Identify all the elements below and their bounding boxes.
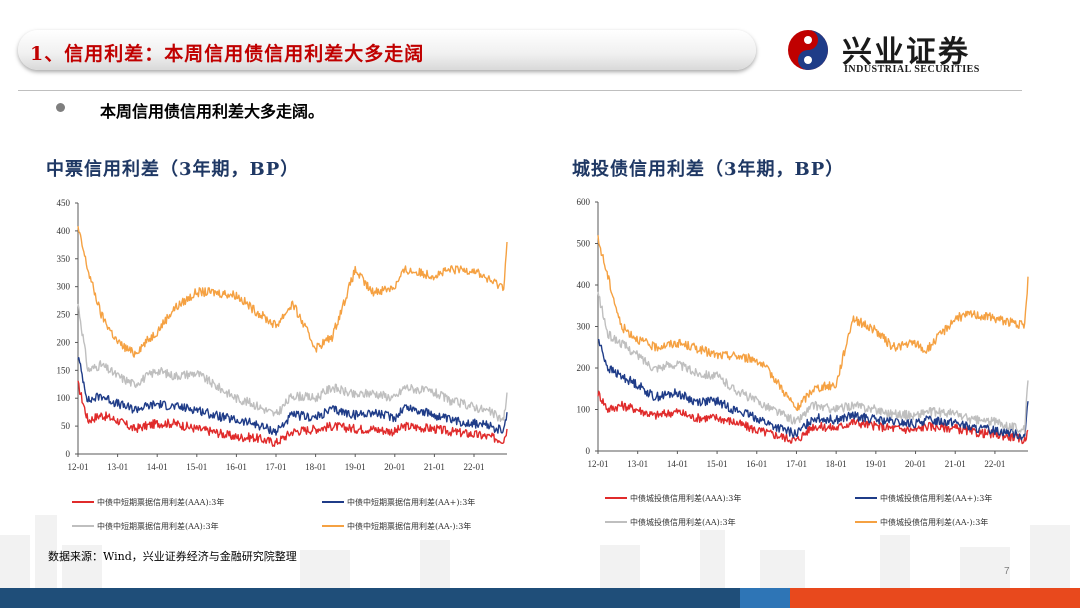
chart-1-legend-label-1: 中债中短期票据信用利差(AAA):3年	[97, 497, 224, 507]
chart-1-x-tick-label: 13-01	[107, 462, 128, 472]
chart-2-series-2-line	[597, 339, 1029, 441]
chart-2-x-tick-label: 15-01	[707, 459, 728, 469]
chart-2-series-3-line	[597, 291, 1029, 434]
chart-1-legend-label-2: 中债中短期票据信用利差(AA+):3年	[347, 497, 475, 507]
chart-2-x-tick-label: 17-01	[786, 459, 807, 469]
chart-1-x-tick-label: 19-01	[345, 462, 366, 472]
chart-2-legend-label-1: 中债城投债信用利差(AAA):3年	[630, 493, 741, 503]
chart-1-x-tick-label: 12-01	[68, 462, 89, 472]
chart-1-x-tick-label: 21-01	[424, 462, 445, 472]
logo-english-name: INDUSTRIAL SECURITIES	[844, 64, 980, 75]
footer-bar-accent	[740, 588, 790, 608]
chart-2-x-tick-label: 19-01	[865, 459, 886, 469]
chart-1-y-tick-label: 300	[57, 282, 71, 292]
chart-2-y-tick-label: 300	[577, 322, 591, 332]
city-skyline-decoration	[0, 515, 1070, 588]
chart-1-x-tick-label: 15-01	[186, 462, 207, 472]
chart-2-x-tick-label: 18-01	[826, 459, 847, 469]
footer-bar-blue	[0, 588, 790, 608]
bullet-icon	[56, 103, 65, 112]
chart-1-legend-label-3: 中债中短期票据信用利差(AA):3年	[97, 521, 219, 531]
chart-1-x-tick-label: 17-01	[266, 462, 287, 472]
chart-1-y-tick-label: 200	[57, 337, 71, 347]
title-bar	[18, 30, 756, 70]
chart-2-legend-label-4: 中债城投债信用利差(AA-):3年	[880, 517, 988, 527]
chart-1-y-tick-label: 400	[57, 226, 71, 236]
chart-1-x-tick-label: 20-01	[384, 462, 405, 472]
chart-2-y-tick-label: 400	[577, 280, 591, 290]
chart-1-x-tick-label: 22-01	[464, 462, 485, 472]
chart-1-series-1-line	[77, 380, 508, 447]
chart-2-x-tick-label: 22-01	[984, 459, 1005, 469]
chart-2-x-tick-label: 14-01	[667, 459, 688, 469]
chart-1-y-tick-label: 350	[57, 254, 71, 264]
chart-2-y-tick-label: 500	[577, 239, 591, 249]
chart-1-y-tick-label: 150	[57, 365, 71, 375]
chart-1-y-tick-label: 0	[66, 449, 71, 459]
chart-2-x-tick-label: 21-01	[945, 459, 966, 469]
chart-2-x-tick-label: 13-01	[627, 459, 648, 469]
data-source-note: 数据来源：Wind，兴业证券经济与金融研究院整理	[48, 550, 297, 563]
chart-1-series-4-line	[77, 226, 508, 358]
chart-2-y-tick-label: 100	[577, 405, 591, 415]
chart-1-legend-label-4: 中债中短期票据信用利差(AA-):3年	[347, 521, 471, 531]
chart-1-title: 中票信用利差（3年期，BP）	[46, 159, 300, 180]
footer-bar-red	[790, 588, 1080, 608]
logo-chinese-name: 兴业证券	[842, 35, 970, 70]
chart-1-y-tick-label: 50	[61, 421, 71, 431]
chart-1-x-tick-label: 18-01	[305, 462, 326, 472]
chart-2-x-tick-label: 12-01	[588, 459, 609, 469]
chart-1-series-3-line	[77, 303, 508, 422]
page-number: 7	[1004, 566, 1010, 577]
chart-1-series-2-line	[77, 357, 508, 436]
chart-1-y-tick-label: 250	[57, 310, 71, 320]
chart-2-x-tick-label: 16-01	[746, 459, 767, 469]
chart-2-series-4-line	[597, 235, 1029, 412]
chart-1-x-tick-label: 14-01	[147, 462, 168, 472]
chart-1-y-tick-label: 450	[57, 198, 71, 208]
slide-title: 1、信用利差：本周信用债信用利差大多走阔	[30, 43, 425, 65]
chart-2-legend-label-2: 中债城投债信用利差(AA+):3年	[880, 493, 992, 503]
chart-1-y-tick-label: 100	[57, 393, 71, 403]
chart-2-y-tick-label: 600	[577, 197, 591, 207]
charts-canvas: 0 50 100 150 200 250 300 350 400 450 12-01 13-01 14-…	[57, 197, 1029, 531]
chart-2-x-tick-label: 20-01	[905, 459, 926, 469]
chart-2-y-tick-label: 200	[577, 363, 591, 373]
chart-2-series-1-line	[597, 390, 1029, 445]
header-divider	[18, 90, 1022, 91]
chart-2-legend-label-3: 中债城投债信用利差(AA):3年	[630, 517, 736, 527]
chart-2-y-tick-label: 0	[586, 446, 591, 456]
company-logo-icon	[788, 30, 828, 70]
chart-1-x-tick-label: 16-01	[226, 462, 247, 472]
chart-2-title: 城投债信用利差（3年期，BP）	[572, 159, 845, 180]
bullet-text: 本周信用债信用利差大多走阔。	[100, 102, 325, 121]
